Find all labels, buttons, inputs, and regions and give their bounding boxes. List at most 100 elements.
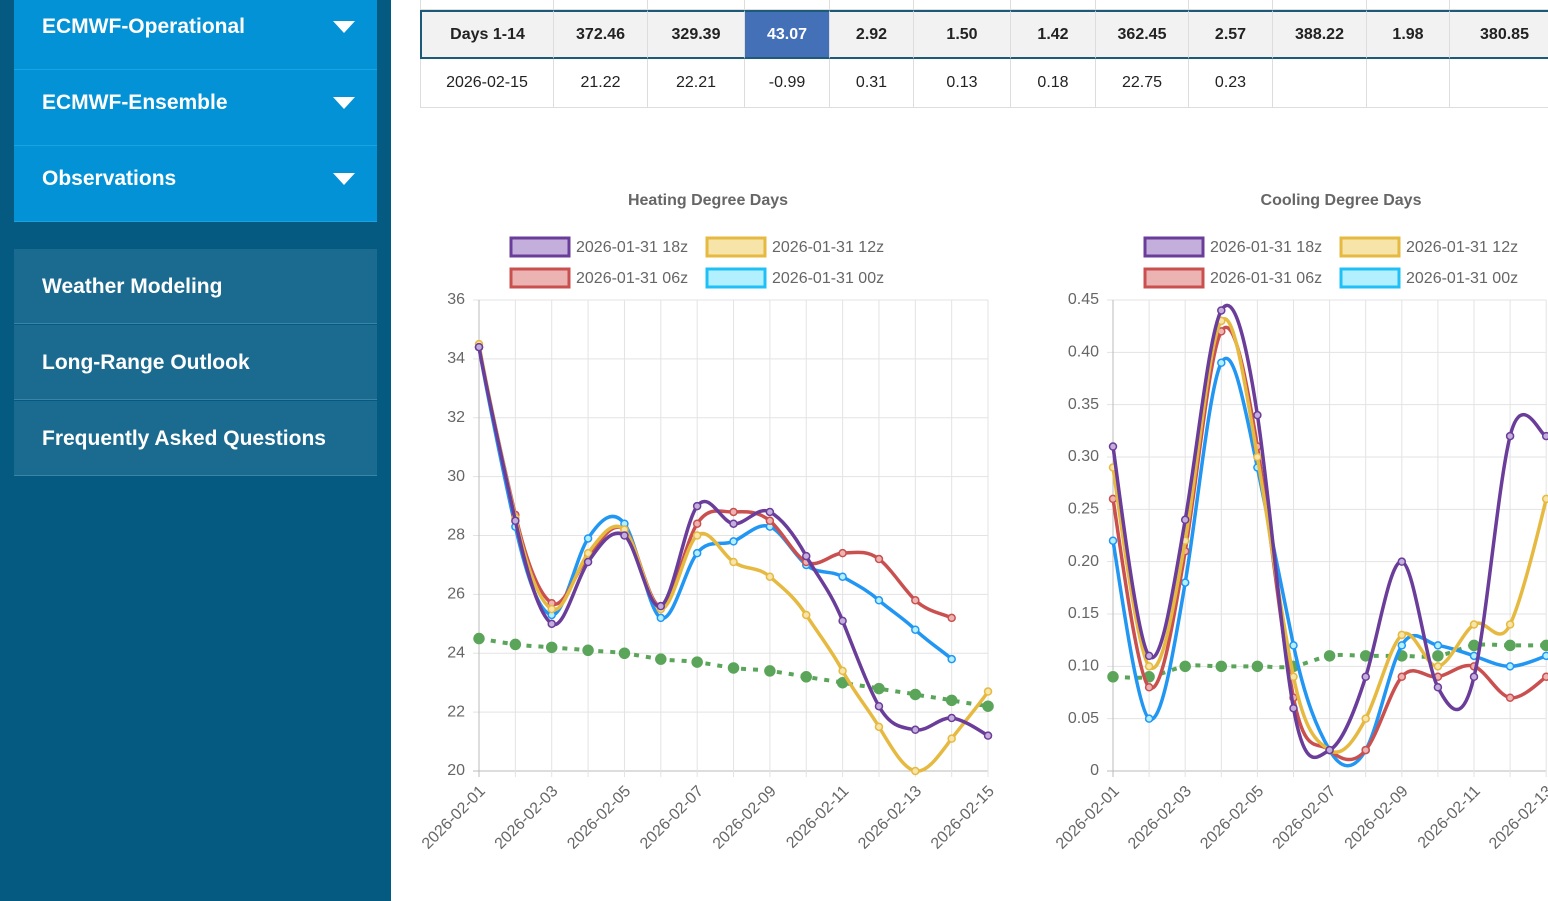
data-point (729, 557, 738, 567)
series-line (477, 343, 990, 773)
series-line (477, 346, 989, 738)
table-cell (1450, 59, 1548, 108)
data-point (801, 610, 811, 620)
nav-link[interactable]: Frequently Asked Questions (14, 401, 377, 476)
data-point (911, 625, 920, 634)
legend-label: 2026-01-31 00z (772, 270, 884, 287)
data-point (1433, 683, 1443, 692)
data-point (1253, 452, 1262, 462)
data-point (1144, 683, 1154, 692)
x-tick-label: 2026-02-13 (855, 783, 925, 853)
data-point (1179, 660, 1191, 673)
legend-swatch (1143, 267, 1205, 289)
data-point (911, 766, 920, 776)
legend-label: 2026-01-31 18z (576, 239, 688, 256)
dropdown-arrow (333, 21, 355, 33)
chart-title: Heating Degree Days (628, 192, 788, 209)
legend-swatch (509, 267, 571, 289)
table-cell: 0.13 (914, 59, 1011, 108)
data-point (1505, 662, 1515, 671)
data-point (1541, 651, 1548, 661)
table-cell (554, 0, 648, 10)
data-point (1397, 557, 1407, 566)
nav-link[interactable]: Weather Modeling (14, 249, 377, 324)
data-point (691, 656, 703, 668)
data-point (1540, 639, 1548, 652)
x-tick-label: 2026-02-07 (637, 783, 707, 853)
data-point (620, 531, 629, 540)
x-tick-label: 2026-02-11 (783, 783, 852, 852)
data-point (1144, 714, 1154, 723)
x-tick-label: 2026-02-15 (928, 783, 998, 853)
series-line (1111, 356, 1547, 768)
data-point (1289, 672, 1298, 682)
chart-title: Cooling Degree Days (1261, 192, 1422, 209)
table-cell: 2.57 (1189, 10, 1273, 59)
dropdown-arrow (333, 173, 355, 185)
table-cell: 372.46 (554, 10, 648, 59)
y-tick-label: 0.25 (1068, 501, 1099, 518)
data-point (656, 601, 666, 611)
data-point (692, 501, 702, 511)
data-point (1217, 306, 1226, 315)
data-point (1504, 639, 1516, 652)
dropdown[interactable]: ECMWF-Operational (14, 0, 377, 70)
series-line (1111, 317, 1548, 754)
table-cell: 22.75 (1096, 59, 1189, 108)
legend-label: 2026-01-31 12z (1406, 239, 1518, 256)
x-tick-label: 2026-02-05 (1197, 783, 1267, 853)
data-point (947, 713, 956, 723)
dropdown[interactable]: Observations (14, 146, 377, 222)
data-point (583, 534, 593, 543)
table-cell: Days 1-14 (420, 10, 554, 59)
x-tick-label: 2026-02-07 (1270, 783, 1340, 853)
data-point (547, 604, 556, 614)
y-tick-label: 22 (447, 703, 465, 720)
x-tick-label: 2026-02-13 (1486, 783, 1548, 853)
y-tick-label: 0 (1090, 762, 1099, 779)
table-cell (1273, 59, 1367, 108)
x-tick-label: 2026-02-03 (492, 783, 562, 853)
data-point (874, 596, 884, 605)
data-point (873, 682, 885, 695)
table-cell: 0.23 (1189, 59, 1273, 108)
legend-label: 2026-01-31 06z (576, 270, 688, 287)
table-cell: 21.22 (554, 59, 648, 108)
y-tick-label: 36 (447, 291, 465, 308)
x-tick-label: 2026-02-01 (419, 783, 489, 853)
data-point (982, 700, 994, 712)
data-point (1180, 578, 1190, 587)
y-tick-label: 20 (447, 762, 465, 779)
data-point (764, 665, 776, 677)
data-point (1361, 672, 1370, 682)
data-point (1433, 641, 1443, 650)
data-point (509, 638, 522, 651)
x-tick-label: 2026-02-03 (1125, 783, 1195, 853)
data-point (1108, 442, 1118, 451)
legend-swatch (509, 236, 571, 258)
table-cell (830, 0, 914, 10)
table-cell: 329.39 (648, 10, 745, 59)
table-cell (1450, 0, 1548, 10)
dropdown-arrow (333, 97, 355, 109)
data-point (729, 507, 738, 517)
table-cell: 22.21 (648, 59, 745, 108)
data-point (947, 613, 956, 623)
data-point (1397, 641, 1407, 650)
data-point (656, 613, 666, 623)
y-tick-label: 0.05 (1068, 710, 1099, 727)
table-cell: 1.98 (1367, 10, 1450, 59)
data-point (1397, 672, 1407, 682)
legend-swatch (1143, 236, 1205, 258)
data-point (1505, 693, 1515, 702)
nav-link[interactable]: Long-Range Outlook (14, 325, 377, 400)
data-point (692, 548, 702, 558)
data-point (1108, 536, 1118, 545)
dropdown[interactable]: ECMWF-Ensemble (14, 70, 377, 146)
legend-label: 2026-01-31 00z (1406, 270, 1518, 287)
table-cell: 388.22 (1273, 10, 1367, 59)
legend-swatch (705, 267, 767, 289)
y-tick-label: 28 (447, 527, 465, 544)
table-cell: 1.50 (914, 10, 1011, 59)
